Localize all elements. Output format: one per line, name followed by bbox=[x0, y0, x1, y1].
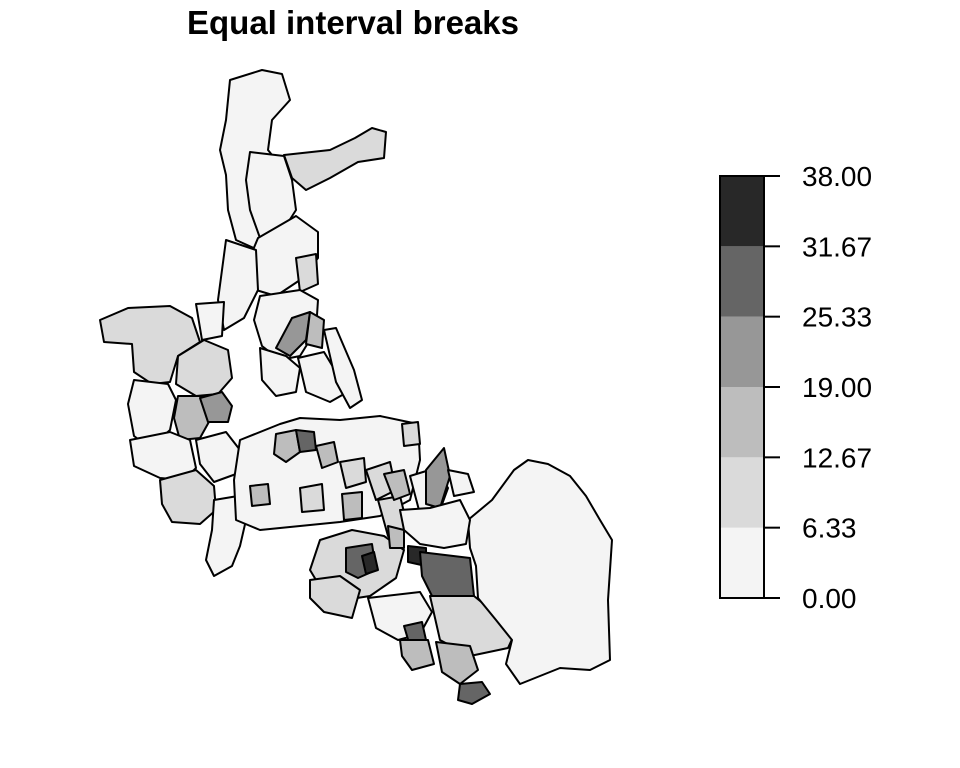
map-region bbox=[309, 575, 361, 619]
map-region bbox=[341, 491, 363, 521]
legend-swatch bbox=[720, 176, 764, 247]
map-region bbox=[435, 641, 479, 685]
map-region bbox=[339, 457, 367, 489]
map-region bbox=[283, 127, 387, 191]
map-region bbox=[401, 421, 421, 447]
map-region bbox=[217, 239, 259, 331]
map-region bbox=[249, 483, 271, 507]
map-region bbox=[383, 469, 411, 501]
map-region bbox=[275, 311, 311, 357]
map-region bbox=[399, 499, 471, 549]
map-region bbox=[467, 459, 613, 685]
legend-break-label: 19.00 bbox=[802, 372, 872, 403]
map-region bbox=[299, 483, 325, 513]
map-region bbox=[273, 429, 301, 463]
map-region bbox=[305, 311, 325, 349]
map-region bbox=[399, 639, 435, 671]
map-region bbox=[175, 339, 233, 397]
map-region bbox=[195, 301, 225, 341]
legend-swatch bbox=[720, 457, 764, 528]
legend-break-label: 38.00 bbox=[802, 161, 872, 192]
legend-break-label: 6.33 bbox=[802, 513, 857, 544]
map-region bbox=[295, 429, 317, 453]
legend-break-label: 31.67 bbox=[802, 231, 872, 262]
map-region bbox=[361, 551, 379, 575]
legend-swatch bbox=[720, 387, 764, 458]
map-title: Equal interval breaks bbox=[187, 4, 519, 41]
map-region bbox=[425, 447, 451, 509]
map-regions bbox=[99, 69, 613, 705]
legend-break-label: 25.33 bbox=[802, 302, 872, 333]
legend-break-label: 0.00 bbox=[802, 583, 857, 614]
map-region bbox=[387, 525, 405, 549]
map-region bbox=[159, 469, 217, 525]
map-region bbox=[199, 391, 233, 423]
map-region bbox=[457, 681, 491, 705]
map-region bbox=[259, 347, 301, 397]
legend-swatch bbox=[720, 527, 764, 598]
map-region bbox=[323, 327, 363, 409]
legend-break-label: 12.67 bbox=[802, 442, 872, 473]
map-region bbox=[315, 441, 339, 469]
legend-swatch bbox=[720, 246, 764, 317]
legend-swatch bbox=[720, 316, 764, 387]
map-region bbox=[99, 305, 201, 385]
map-region bbox=[295, 253, 319, 293]
map-region bbox=[447, 469, 475, 497]
